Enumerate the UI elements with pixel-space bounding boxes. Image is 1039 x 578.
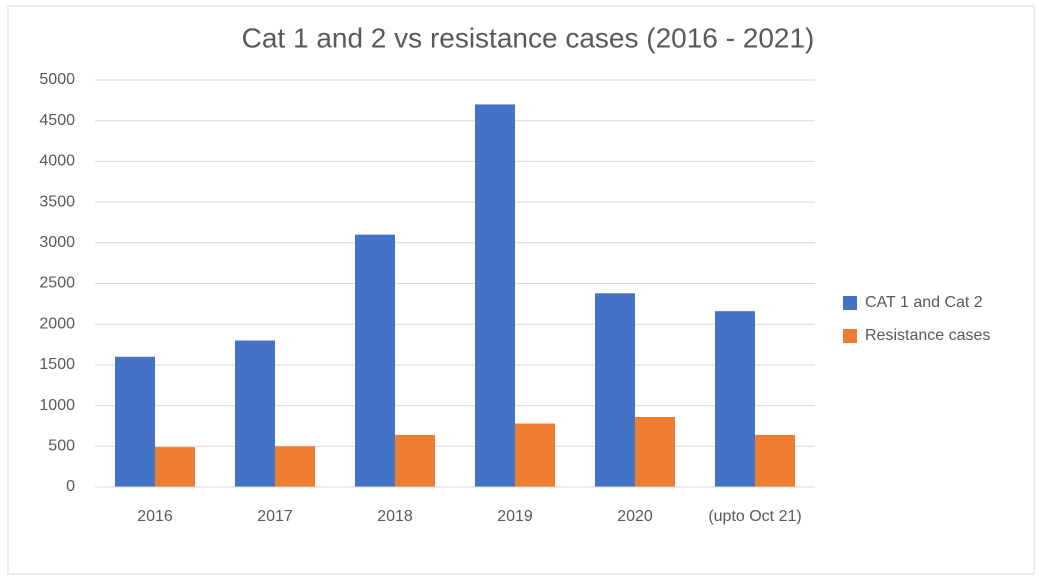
bar bbox=[115, 356, 155, 487]
x-tick-label: 2020 bbox=[617, 508, 653, 525]
x-tick-label: 2019 bbox=[497, 508, 533, 525]
y-tick-label: 2000 bbox=[39, 315, 75, 332]
bar bbox=[755, 434, 795, 487]
chart-title: Cat 1 and 2 vs resistance cases (2016 - … bbox=[242, 22, 815, 53]
legend-label: CAT 1 and Cat 2 bbox=[865, 294, 983, 311]
y-tick-label: 500 bbox=[48, 438, 75, 455]
bar bbox=[275, 446, 315, 487]
y-tick-label: 0 bbox=[66, 478, 75, 495]
bar bbox=[235, 340, 275, 487]
chart-border bbox=[7, 5, 1035, 575]
y-tick-label: 1500 bbox=[39, 356, 75, 373]
y-tick-label: 4000 bbox=[39, 153, 75, 170]
x-tick-label: 2016 bbox=[137, 508, 173, 525]
x-tick-label: (upto Oct 21) bbox=[708, 508, 801, 525]
bar bbox=[635, 416, 675, 487]
y-tick-label: 5000 bbox=[39, 71, 75, 88]
x-tick-label: 2017 bbox=[257, 508, 293, 525]
legend-label: Resistance cases bbox=[865, 327, 990, 344]
y-tick-label: 4500 bbox=[39, 112, 75, 129]
bar bbox=[395, 434, 435, 487]
bar bbox=[475, 104, 515, 488]
bar bbox=[355, 234, 395, 487]
y-tick-label: 3500 bbox=[39, 193, 75, 210]
y-tick-label: 2500 bbox=[39, 275, 75, 292]
y-tick-label: 1000 bbox=[39, 397, 75, 414]
bar bbox=[515, 423, 555, 487]
legend-swatch bbox=[843, 296, 857, 310]
legend-swatch bbox=[843, 329, 857, 343]
bar bbox=[155, 447, 195, 487]
x-tick-label: 2018 bbox=[377, 508, 413, 525]
y-tick-label: 3000 bbox=[39, 234, 75, 251]
bar bbox=[715, 311, 755, 487]
bar bbox=[595, 293, 635, 487]
